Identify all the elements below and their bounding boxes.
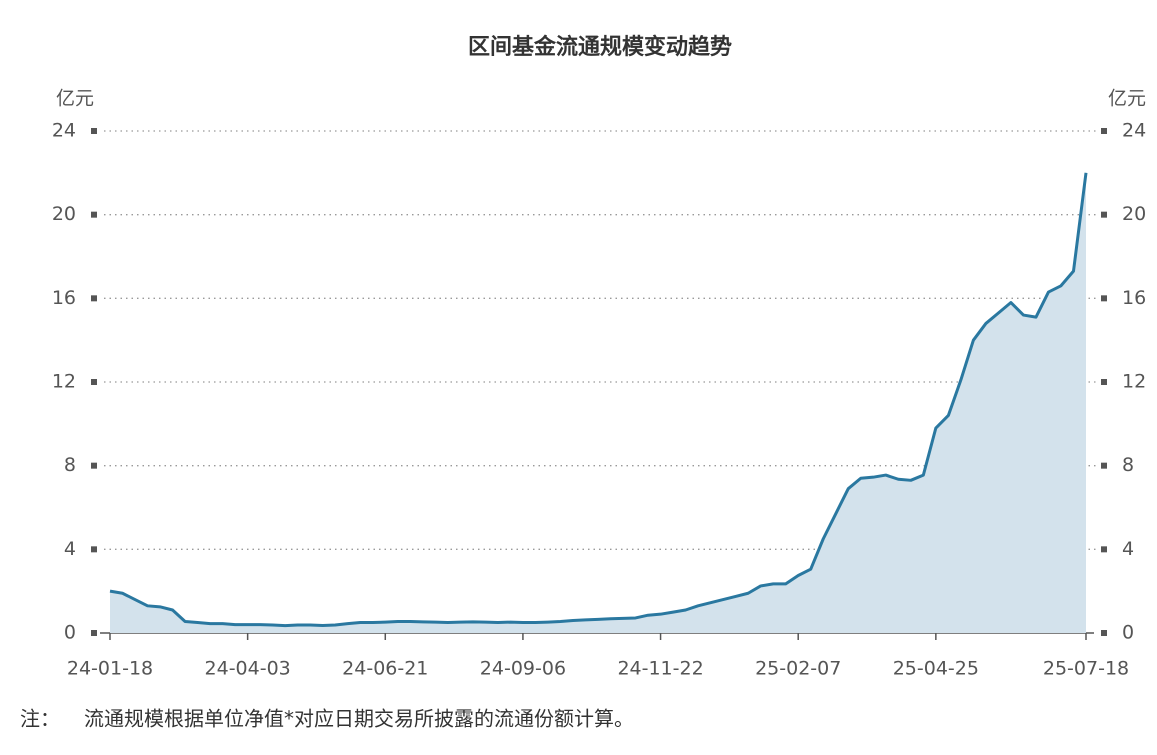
y-tick-label: 20 bbox=[52, 203, 76, 225]
x-tick-label: 25-07-18 bbox=[1043, 658, 1129, 680]
chart-title: 区间基金流通规模变动趋势 bbox=[468, 34, 732, 60]
y2-tick-mark bbox=[1101, 295, 1107, 302]
y2-tick-label: 8 bbox=[1122, 454, 1134, 476]
y-tick-mark bbox=[91, 211, 97, 218]
y-tick-label: 8 bbox=[64, 454, 76, 476]
y2-tick-mark bbox=[1101, 630, 1107, 636]
y2-tick-label: 0 bbox=[1122, 622, 1134, 644]
x-tick-label: 24-11-22 bbox=[617, 658, 703, 680]
y-tick-mark bbox=[91, 630, 97, 636]
y-axis-label: 亿元 bbox=[56, 88, 94, 110]
y-tick-label: 16 bbox=[52, 287, 76, 309]
line bbox=[109, 172, 1088, 628]
y2-axis-label: 亿元 bbox=[1108, 88, 1146, 110]
y-tick-mark bbox=[91, 462, 97, 469]
y2-tick-mark bbox=[1101, 379, 1107, 385]
x-tick-label: 25-04-25 bbox=[893, 658, 979, 680]
x-tick-label: 24-09-06 bbox=[480, 658, 566, 680]
y-tick-label: 4 bbox=[64, 538, 76, 560]
y-tick-mark bbox=[91, 546, 97, 553]
note: 流通规模根据单位净值*对应日期交易所披露的流通份额计算。 bbox=[84, 707, 634, 731]
y-tick-label: 0 bbox=[64, 622, 76, 644]
y-tick-label: 24 bbox=[52, 120, 76, 142]
x-tick-label: 25-02-07 bbox=[755, 658, 841, 680]
y2-tick-label: 16 bbox=[1122, 287, 1146, 309]
y-tick-mark bbox=[91, 379, 97, 385]
y2-tick-label: 12 bbox=[1122, 371, 1146, 393]
note-label: 注： bbox=[20, 707, 60, 731]
y-tick-label: 12 bbox=[52, 371, 76, 393]
x-tick-label: 24-06-21 bbox=[342, 658, 428, 680]
y2-tick-mark bbox=[1101, 128, 1107, 134]
y2-tick-label: 24 bbox=[1122, 120, 1146, 142]
y-tick-mark bbox=[91, 295, 97, 302]
area bbox=[110, 172, 1086, 634]
y2-tick-label: 20 bbox=[1122, 203, 1146, 225]
y2-tick-mark bbox=[1101, 462, 1107, 469]
y2-tick-mark bbox=[1101, 546, 1107, 553]
x-tick-label: 24-01-18 bbox=[67, 658, 153, 680]
x-tick-label: 24-04-03 bbox=[205, 658, 291, 680]
y2-tick-label: 4 bbox=[1122, 538, 1134, 560]
y2-tick-mark bbox=[1101, 211, 1107, 218]
y-tick-mark bbox=[91, 128, 97, 134]
